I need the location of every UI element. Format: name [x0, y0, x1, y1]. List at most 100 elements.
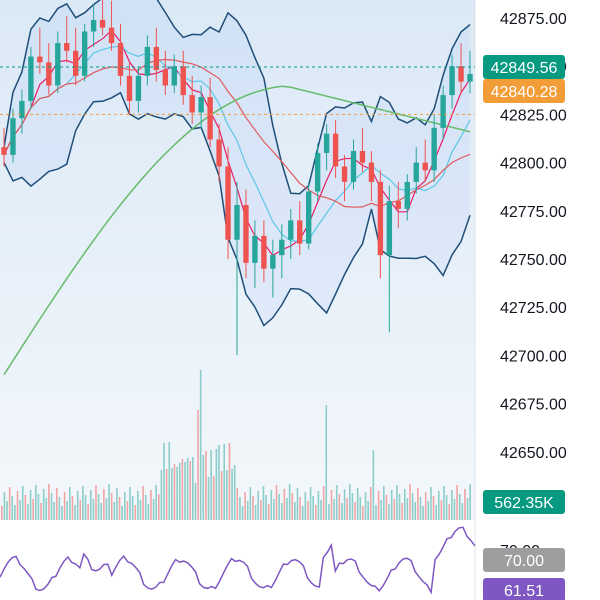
volume-bar: [16, 491, 19, 520]
volume-bar: [254, 505, 257, 520]
volume-bar: [443, 486, 445, 520]
volume-bar: [469, 484, 471, 520]
volume-bar: [113, 502, 116, 520]
volume-bar: [351, 493, 354, 520]
volume-bar: [341, 503, 343, 520]
volume-bar: [233, 465, 236, 520]
volume-bar: [349, 484, 351, 520]
volume-bar: [189, 461, 191, 520]
volume-bar: [301, 506, 304, 520]
candle-body: [1, 147, 7, 155]
volume-bar: [396, 485, 398, 520]
candle-body: [207, 97, 213, 140]
volume-bar: [186, 458, 189, 520]
volume-bar: [82, 486, 84, 520]
volume-bar: [89, 490, 92, 520]
volume-bar: [448, 504, 451, 520]
volume-bar: [71, 496, 74, 520]
volume-bar: [270, 490, 273, 520]
candle-body: [198, 97, 204, 113]
volume-bar: [275, 485, 278, 520]
candle-body: [368, 162, 375, 182]
candle-body: [153, 46, 160, 71]
volume-bar: [118, 497, 121, 520]
volume-bar: [27, 504, 29, 520]
volume-bar: [432, 496, 435, 520]
volume-bar: [437, 491, 440, 520]
volume-bar: [280, 503, 283, 520]
volume-bar: [417, 488, 419, 520]
volume-bar: [176, 467, 178, 520]
candle-body: [359, 151, 366, 163]
volume-bar: [226, 470, 228, 520]
volume-bar: [76, 491, 79, 520]
volume-bar: [286, 498, 288, 520]
volume-bar: [343, 489, 346, 520]
volume-bar: [63, 492, 66, 520]
volume-bar: [322, 486, 325, 520]
candle-body: [341, 166, 348, 182]
volume-bar: [267, 504, 270, 520]
volume-bar: [150, 490, 152, 520]
volume-bar: [158, 494, 160, 520]
volume-bar: [401, 503, 403, 520]
volume-bar: [362, 506, 364, 520]
volume-bar: [456, 485, 458, 520]
candle-body: [135, 75, 142, 101]
volume-bar: [372, 450, 375, 520]
volume-bar: [53, 502, 55, 520]
volume-bar: [8, 487, 11, 520]
volume-bar: [228, 443, 231, 520]
candle-body: [234, 205, 240, 240]
volume-bar: [464, 489, 466, 520]
volume-bar: [79, 500, 82, 520]
candle-body: [252, 235, 258, 263]
osc-value-badge: 61.51: [504, 583, 544, 600]
candle-body: [144, 46, 151, 76]
volume-bar: [173, 464, 176, 520]
volume-bar: [29, 490, 32, 520]
volume-bar: [11, 496, 14, 520]
volume-bar: [210, 450, 212, 520]
candle-body: [99, 19, 106, 28]
volume-bar: [320, 500, 322, 520]
candle-body: [108, 27, 115, 44]
volume-bar: [40, 503, 42, 520]
candle-body: [46, 62, 52, 86]
candle-body: [90, 19, 97, 32]
volume-bar: [37, 494, 40, 520]
candle-body: [117, 43, 124, 76]
volume-bar: [325, 405, 328, 520]
volume-bar: [380, 500, 383, 520]
volume-bar: [231, 469, 233, 520]
volume-bar: [257, 491, 260, 520]
osc-level-badge: 70.00: [504, 553, 544, 570]
volume-bar: [137, 491, 139, 520]
volume-bar: [424, 492, 427, 520]
y-tick-label: 42775.00: [500, 204, 567, 221]
volume-bar: [165, 469, 168, 520]
volume-bar: [377, 491, 380, 520]
volume-bar: [202, 455, 205, 520]
oscillator-line: [0, 526, 476, 595]
volume-bar: [307, 501, 309, 520]
candle-body: [261, 235, 267, 269]
candle-body: [126, 75, 133, 101]
volume-bar: [356, 488, 359, 520]
volume-bar: [451, 490, 453, 520]
candle-body: [189, 95, 195, 113]
price-badge-bg: [483, 55, 565, 80]
volume-bar: [440, 500, 443, 520]
volume-badge-bg: [483, 490, 565, 514]
volume-bar: [375, 505, 377, 520]
volume-bar: [45, 498, 48, 520]
volume-bar: [364, 492, 367, 520]
volume-bar: [42, 489, 45, 520]
candle-body: [467, 73, 473, 82]
volume-bar: [194, 483, 197, 520]
volume-bar: [218, 445, 220, 520]
volume-bar: [330, 490, 333, 520]
volume-bar: [3, 492, 6, 520]
y-tick-label: 42825.00: [500, 107, 567, 124]
